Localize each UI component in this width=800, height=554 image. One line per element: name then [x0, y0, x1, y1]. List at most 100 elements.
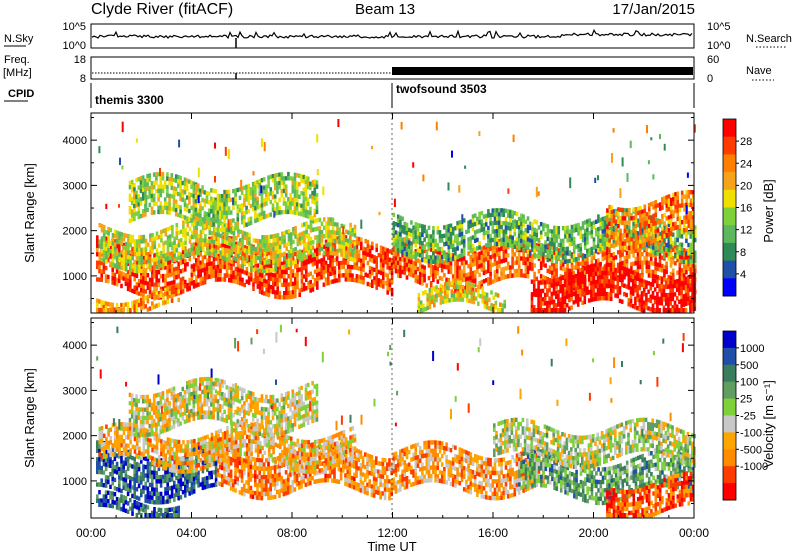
- range-time-cell: [329, 238, 333, 243]
- range-time-cell: [226, 240, 229, 245]
- range-time-cell: [168, 210, 171, 215]
- range-time-cell: [493, 270, 497, 275]
- range-time-cell: [199, 238, 203, 243]
- range-time-cell: [410, 272, 413, 277]
- range-time-cell: [272, 246, 275, 252]
- range-time-cell: [691, 246, 695, 251]
- range-time-cell: [267, 213, 270, 218]
- range-time-cell: [313, 183, 317, 188]
- range-time-cell: [300, 203, 303, 208]
- range-time-cell: [254, 259, 258, 264]
- range-time-cell: [462, 251, 466, 257]
- range-time-cell: [151, 290, 154, 295]
- range-time-cell: [272, 238, 275, 243]
- range-time-cell: [610, 253, 613, 258]
- range-time-cell: [429, 234, 433, 239]
- range-time-cell: [390, 279, 394, 284]
- range-time-cell: [192, 246, 196, 251]
- range-time-cell: [517, 264, 521, 269]
- range-time-cell: [128, 193, 132, 198]
- range-time-cell: [131, 234, 135, 240]
- range-time-cell: [185, 182, 189, 188]
- range-time-cell: [159, 257, 163, 262]
- range-time-cell: [254, 180, 257, 186]
- range-time-cell: [120, 240, 124, 245]
- range-time-cell: [471, 287, 475, 293]
- range-time-cell: [298, 194, 301, 199]
- range-time-cell: [638, 252, 642, 257]
- range-time-cell: [262, 214, 266, 220]
- range-time-cell: [636, 269, 640, 274]
- range-time-cell: [243, 223, 246, 228]
- range-time-cell: [265, 193, 268, 198]
- range-time-cell: [223, 222, 227, 228]
- range-time-cell: [656, 262, 660, 267]
- range-time-cell: [489, 238, 492, 243]
- range-time-cell: [656, 245, 660, 251]
- range-time-cell: [287, 209, 290, 215]
- range-time-cell: [295, 198, 299, 203]
- range-time-cell: [263, 282, 266, 288]
- range-time-cell: [192, 263, 196, 268]
- range-time-cell: [454, 261, 457, 266]
- range-time-cell: [471, 222, 475, 228]
- range-time-cell: [208, 274, 211, 279]
- range-time-cell: [320, 242, 324, 247]
- range-time-cell: [291, 269, 295, 274]
- range-time-cell: [192, 210, 196, 216]
- range-time-cell: [195, 234, 198, 239]
- range-time-cell: [531, 239, 534, 244]
- range-time-cell: [660, 280, 664, 285]
- range-time-cell: [553, 255, 556, 260]
- range-time-cell: [184, 232, 187, 237]
- range-time-cell: [118, 261, 121, 267]
- range-time-cell: [526, 253, 530, 258]
- range-time-cell: [306, 197, 310, 202]
- range-time-cell: [329, 254, 332, 260]
- range-time-cell: [414, 251, 418, 256]
- range-time-cell: [360, 279, 363, 284]
- range-time-cell: [126, 278, 130, 283]
- range-time-cell: [427, 238, 431, 243]
- range-time-cell: [427, 225, 431, 230]
- range-time-cell: [234, 188, 237, 193]
- range-time-cell: [478, 245, 481, 250]
- range-time-cell: [599, 221, 602, 227]
- range-time-cell: [373, 276, 376, 281]
- range-time-cell: [148, 306, 152, 311]
- range-time-cell: [533, 240, 536, 245]
- range-time-cell: [447, 228, 451, 233]
- range-time-cell: [451, 239, 455, 244]
- range-time-cell: [133, 183, 136, 188]
- range-time-cell: [447, 224, 451, 229]
- range-time-cell: [177, 270, 180, 275]
- range-time-cell: [184, 249, 187, 254]
- range-time-cell: [307, 249, 311, 255]
- range-time-cell: [107, 308, 110, 313]
- range-time-cell: [168, 290, 172, 295]
- range-time-cell: [396, 265, 400, 270]
- range-time-cell: [575, 265, 578, 270]
- range-time-cell: [671, 308, 675, 313]
- range-time-cell: [656, 292, 659, 297]
- range-time-cell: [152, 180, 156, 186]
- range-time-cell: [432, 226, 435, 231]
- range-time-cell: [583, 269, 587, 275]
- range-time-cell: [272, 250, 275, 256]
- range-time-cell: [548, 308, 551, 313]
- range-time-cell: [166, 287, 169, 292]
- range-time-cell: [344, 260, 348, 265]
- range-time-cell: [157, 260, 161, 265]
- range-time-cell: [196, 183, 200, 188]
- range-time-cell: [219, 254, 223, 260]
- range-time-cell: [204, 242, 207, 247]
- range-time-cell: [636, 293, 639, 298]
- range-time-cell: [662, 288, 666, 294]
- range-time-cell: [460, 223, 464, 228]
- range-time-cell: [482, 258, 486, 263]
- range-time-cell: [102, 233, 106, 238]
- range-time-cell: [612, 226, 616, 231]
- range-time-cell: [162, 241, 165, 246]
- range-time-cell: [612, 238, 616, 243]
- range-time-cell: [142, 251, 146, 256]
